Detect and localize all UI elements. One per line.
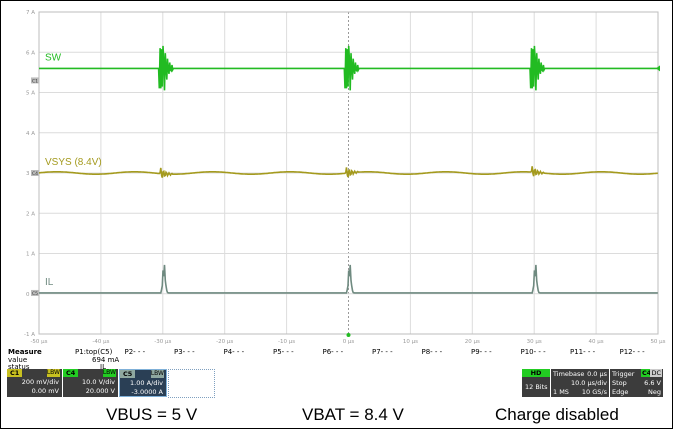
x-tick-label: 20 µs bbox=[465, 339, 480, 345]
measure-param-9[interactable]: P9- - - bbox=[471, 348, 492, 356]
measure-param-10[interactable]: P10- - - bbox=[520, 348, 546, 356]
y-tick-label: 7 A bbox=[26, 10, 35, 16]
channel-marker bbox=[31, 289, 39, 296]
measure-param-11[interactable]: P11- - - bbox=[570, 348, 596, 356]
y-tick-label: 1 A bbox=[26, 252, 35, 258]
trigger-state: Stop bbox=[612, 379, 627, 387]
y-tick-label: -1 A bbox=[24, 332, 35, 338]
measure-param-4[interactable]: P4- - - bbox=[223, 348, 245, 356]
channel-scale: 200 mV/div bbox=[21, 378, 59, 386]
measure-param-6[interactable]: P6- - - bbox=[322, 348, 344, 356]
series-trace-1 bbox=[39, 166, 658, 178]
measure-param-7[interactable]: P7- - - bbox=[372, 348, 393, 356]
channel-marker bbox=[31, 170, 39, 176]
channel-box-c5[interactable]: C5 LBW 1.00 A/div -3.0000 A bbox=[119, 369, 167, 397]
channel-scale: 1.00 A/div bbox=[130, 379, 163, 387]
hd-tag: HD bbox=[522, 369, 550, 377]
trigger-channel: C4 bbox=[641, 369, 653, 377]
channel-marker-label: C4 bbox=[32, 171, 38, 177]
caption-vbus: VBUS = 5 V bbox=[106, 405, 198, 424]
x-tick-label: 10 µs bbox=[403, 339, 418, 345]
x-tick-label: -50 µs bbox=[30, 339, 47, 345]
series-label: VSYS (8.4V) bbox=[45, 157, 102, 168]
series-trace-0 bbox=[39, 45, 658, 91]
timebase-div: 10.0 µs/div bbox=[570, 379, 607, 387]
x-tick-label: 40 µs bbox=[589, 339, 604, 345]
x-tick-label: -20 µs bbox=[216, 339, 233, 345]
measure-status-label: status bbox=[8, 363, 30, 371]
measure-param-12[interactable]: P12- - - bbox=[619, 348, 645, 356]
samples: 1 MS bbox=[553, 388, 569, 396]
series-label: SW bbox=[45, 52, 62, 63]
hd-box[interactable]: HD 12 Bits bbox=[522, 369, 550, 397]
channel-flags: LBW bbox=[102, 369, 116, 377]
y-tick-label: 4 A bbox=[26, 131, 35, 137]
measure-param-5[interactable]: P5- - - bbox=[273, 348, 294, 356]
channel-offset: -3.0000 A bbox=[131, 388, 163, 396]
caption-charge: Charge disabled bbox=[495, 405, 619, 424]
x-tick-label: 50 µs bbox=[650, 339, 665, 345]
channel-marker-label: C5 bbox=[32, 291, 38, 297]
channel-tag: C4 bbox=[63, 369, 79, 377]
oscilloscope-plot: -50 µs -40 µs -30 µs -20 µs -10 µs 0 µs 10 µs 2… bbox=[24, 10, 666, 345]
series-trace-2 bbox=[39, 264, 658, 294]
channel-flags: LBW bbox=[150, 370, 164, 378]
sample-rate: 10 GS/s bbox=[581, 388, 607, 396]
caption-vbat: VBAT = 8.4 V bbox=[302, 405, 404, 424]
channel-marker-label: C1 bbox=[32, 78, 38, 84]
empty-channel-slot[interactable] bbox=[168, 369, 215, 398]
channel-box-c1[interactable]: C1 LBW 200 mV/div 0.00 mV bbox=[7, 369, 62, 397]
trigger-type: Edge bbox=[612, 388, 629, 396]
trigger-box[interactable]: Trigger C4 DC Stop 6.6 V Edge Neg bbox=[610, 369, 663, 397]
trigger-level: 6.6 V bbox=[644, 379, 661, 387]
y-tick-label: 0 A bbox=[26, 292, 35, 298]
measure-param-3[interactable]: P3- - - bbox=[174, 348, 195, 356]
p1-status: JL bbox=[100, 363, 106, 371]
y-tick-label: 6 A bbox=[26, 50, 35, 56]
trigger-time-marker bbox=[346, 333, 351, 337]
measure-param-2[interactable]: P2- - - bbox=[124, 348, 146, 356]
y-tick-label: 3 A bbox=[26, 171, 35, 177]
channel-tag: C1 bbox=[7, 369, 23, 377]
channel-offset: 0.00 mV bbox=[31, 387, 59, 395]
channel-tag: C5 bbox=[120, 370, 136, 378]
channel-flags: LBW bbox=[46, 369, 60, 377]
timebase-value: 0.0 µs bbox=[587, 370, 607, 378]
x-tick-label: 0 µs bbox=[343, 339, 355, 345]
p1-value: 694 mA bbox=[92, 356, 120, 364]
x-tick-label: -30 µs bbox=[154, 339, 171, 345]
trigger-slope: Neg bbox=[648, 388, 661, 396]
measure-header: Measure bbox=[8, 348, 42, 356]
channel-offset: 20.000 V bbox=[85, 387, 115, 395]
y-tick-label: 2 A bbox=[26, 211, 35, 217]
channel-marker bbox=[31, 77, 39, 84]
bits-label: 12 Bits bbox=[525, 383, 548, 391]
x-tick-label: -40 µs bbox=[92, 339, 109, 345]
measure-value-label: value bbox=[8, 356, 28, 364]
x-tick-label: 30 µs bbox=[527, 339, 542, 345]
trigger-label: Trigger bbox=[612, 370, 635, 378]
timebase-box[interactable]: Timebase 0.0 µs 10.0 µs/div 1 MS 10 GS/s bbox=[551, 369, 609, 397]
trigger-coupling: DC bbox=[650, 369, 662, 377]
channel-scale: 10.0 V/div bbox=[82, 378, 115, 386]
timebase-label: Timebase bbox=[553, 370, 585, 378]
y-tick-label: 5 A bbox=[26, 91, 35, 97]
series-label: IL bbox=[45, 277, 54, 288]
x-tick-label: -10 µs bbox=[278, 339, 295, 345]
measure-param-1[interactable]: P1:top(C5) bbox=[75, 348, 113, 356]
measure-param-8[interactable]: P8- - - bbox=[421, 348, 443, 356]
channel-box-c4[interactable]: C4 LBW 10.0 V/div 20.000 V bbox=[63, 369, 118, 397]
trigger-level-marker bbox=[656, 65, 660, 72]
